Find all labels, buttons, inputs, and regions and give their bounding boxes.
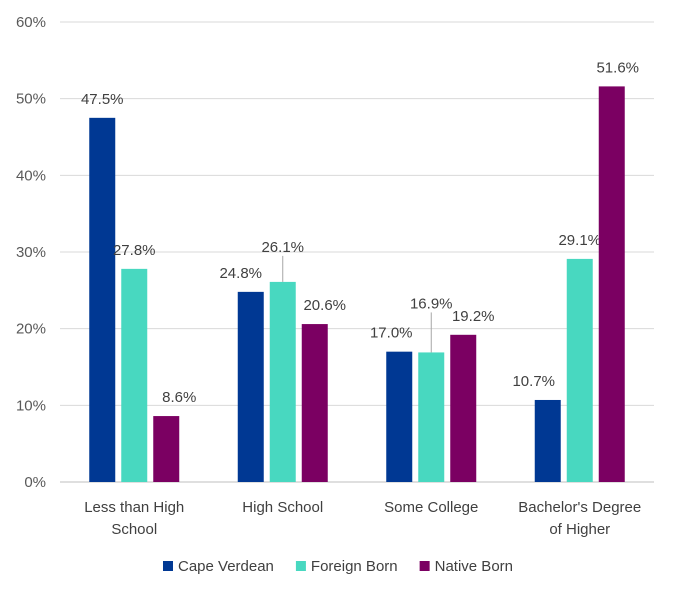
y-tick-label: 40%: [16, 167, 46, 184]
data-label: 26.1%: [261, 239, 304, 256]
bar: [598, 86, 625, 483]
category-label: Bachelor's Degree: [518, 499, 641, 516]
data-label: 10.7%: [512, 373, 555, 390]
data-label: 29.1%: [558, 232, 601, 249]
y-tick-label: 50%: [16, 91, 46, 108]
legend-swatch: [162, 561, 173, 571]
category-label: School: [111, 521, 157, 538]
y-tick-label: 10%: [16, 397, 46, 414]
category-label: Some College: [384, 499, 478, 516]
category-label: of Higher: [549, 521, 610, 538]
bar: [237, 291, 264, 482]
bar: [566, 258, 593, 482]
bar: [534, 399, 561, 482]
data-label: 24.8%: [219, 265, 262, 282]
bar: [89, 117, 116, 482]
data-label: 20.6%: [303, 297, 346, 314]
category-label: High School: [242, 499, 323, 516]
legend-swatch: [419, 561, 430, 571]
y-tick-label: 30%: [16, 244, 46, 261]
legend-label: Foreign Born: [311, 558, 398, 575]
data-label: 17.0%: [370, 325, 413, 342]
bar: [153, 416, 180, 482]
bar: [301, 324, 328, 482]
legend-label: Native Born: [435, 558, 513, 575]
data-label: 27.8%: [113, 242, 156, 259]
y-tick-label: 60%: [16, 14, 46, 31]
bar: [386, 351, 413, 482]
data-label: 8.6%: [162, 389, 196, 406]
legend-label: Cape Verdean: [178, 558, 274, 575]
bar: [121, 268, 148, 482]
legend-swatch: [295, 561, 306, 571]
category-label: Less than High: [84, 499, 184, 516]
bar: [418, 352, 445, 482]
data-label: 47.5%: [81, 91, 124, 108]
data-label: 19.2%: [452, 308, 495, 325]
bar: [269, 281, 296, 482]
data-label: 51.6%: [596, 59, 639, 76]
bar: [450, 334, 477, 482]
y-tick-label: 0%: [24, 474, 46, 491]
data-label: 16.9%: [410, 295, 453, 312]
y-tick-label: 20%: [16, 321, 46, 338]
